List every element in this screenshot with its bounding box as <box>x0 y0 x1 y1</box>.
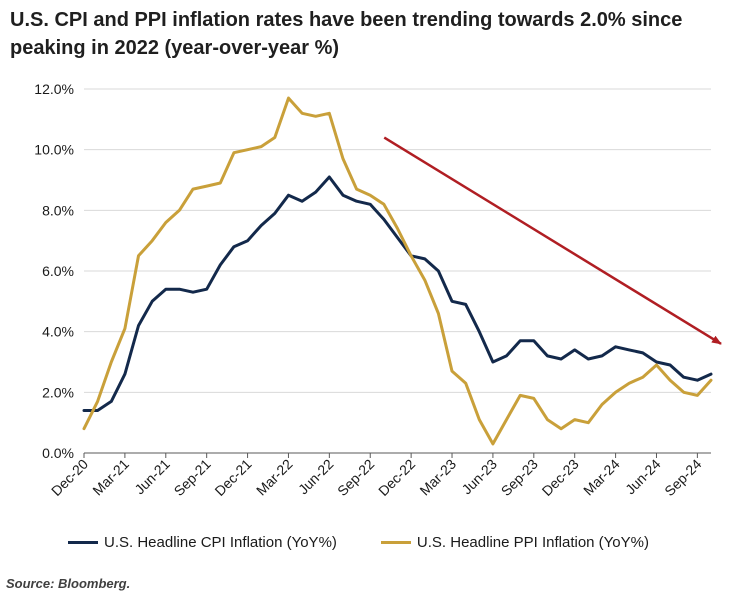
x-tick-label: Mar-23 <box>416 456 459 499</box>
x-tick-label: Jun-23 <box>458 456 500 498</box>
x-tick-label: Jun-24 <box>622 456 664 498</box>
legend-item-ppi: U.S. Headline PPI Inflation (YoY%) <box>380 534 649 551</box>
x-tick-label: Sep-23 <box>498 456 541 499</box>
x-tick-label: Dec-23 <box>539 456 582 499</box>
y-tick-label: 6.0% <box>42 263 74 279</box>
source-note: Source: Bloomberg. <box>6 576 131 591</box>
series-lines <box>82 96 713 446</box>
y-tick-label: 0.0% <box>42 445 74 461</box>
chart-title: U.S. CPI and PPI inflation rates have be… <box>10 9 683 59</box>
y-tick-label: 12.0% <box>34 81 74 97</box>
x-tick-label: Dec-21 <box>211 456 254 499</box>
legend-label-ppi: U.S. Headline PPI Inflation (YoY%) <box>416 534 649 551</box>
legend-swatch-ppi <box>380 541 411 544</box>
trend-arrow-line <box>383 136 722 345</box>
y-tick-label: 8.0% <box>42 202 74 218</box>
trend-arrow <box>383 136 722 345</box>
x-tick-label: Mar-24 <box>580 456 623 499</box>
legend-label-cpi: U.S. Headline CPI Inflation (YoY%) <box>104 534 337 551</box>
y-tick-label: 10.0% <box>34 142 74 158</box>
x-tick-label: Dec-22 <box>375 456 418 499</box>
x-tick-label: Dec-20 <box>48 456 91 499</box>
cpi-line <box>82 175 713 412</box>
y-tick-label: 2.0% <box>42 384 74 400</box>
x-tick-label: Mar-21 <box>89 456 132 499</box>
grid-lines <box>84 88 711 393</box>
line-chart: 0.0%2.0%4.0%6.0%8.0%10.0%12.0% Dec-20Mar… <box>34 81 722 499</box>
x-tick-label: Sep-21 <box>171 456 214 499</box>
x-tick-label: Jun-21 <box>131 456 173 498</box>
x-tick-label: Mar-22 <box>253 456 296 499</box>
y-axis: 0.0% 2.0% 4.0% 6.0% 8.0% 10.0% 12.0% <box>34 81 74 461</box>
legend-swatch-cpi <box>68 541 98 544</box>
x-tick-label: Sep-24 <box>661 456 704 499</box>
y-tick-label: 4.0% <box>42 324 74 340</box>
legend: U.S. Headline CPI Inflation (YoY%) U.S. … <box>68 534 649 551</box>
legend-item-cpi: U.S. Headline CPI Inflation (YoY%) <box>68 534 337 551</box>
x-tick-label: Jun-22 <box>295 456 337 498</box>
ppi-line <box>82 96 713 446</box>
x-tick-label: Sep-22 <box>334 456 377 499</box>
